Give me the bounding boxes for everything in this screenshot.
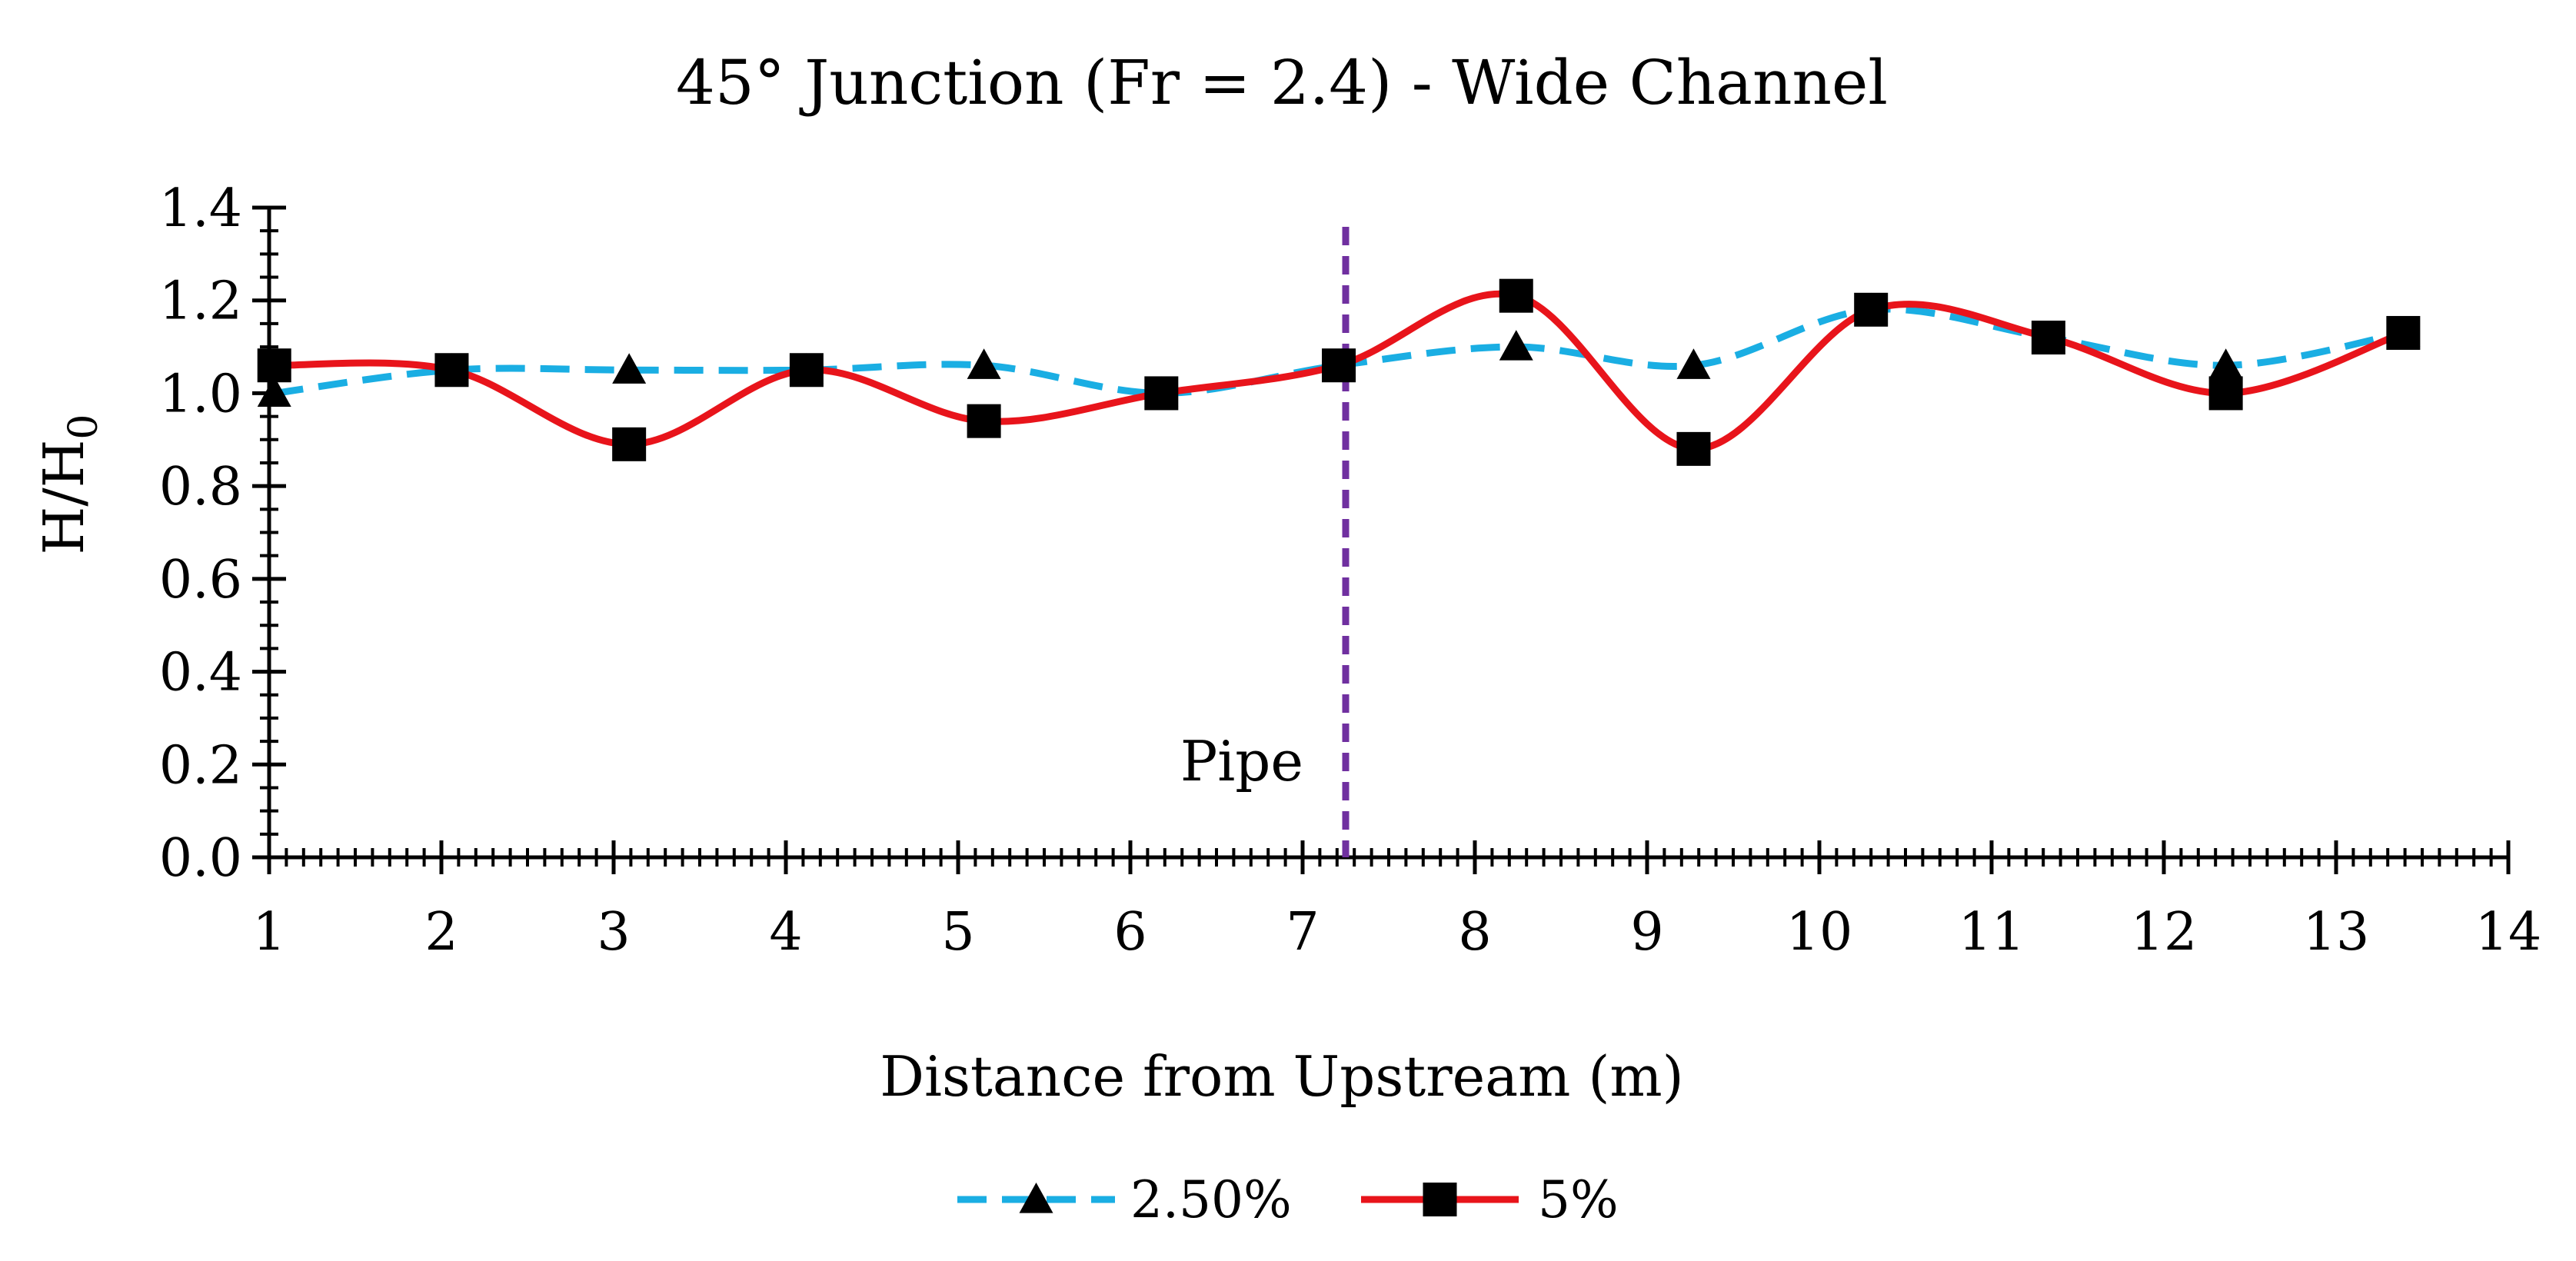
x-tick-label: 3 [597, 902, 630, 963]
x-tick-label: 9 [1630, 902, 1663, 963]
x-tick-label: 7 [1286, 902, 1319, 963]
svg-text:H/H0: H/H0 [32, 414, 107, 555]
data-point-2-50 [1676, 348, 1711, 379]
data-point-5 [789, 353, 824, 388]
data-point-5 [612, 427, 647, 461]
data-point-5 [1322, 348, 1356, 383]
x-tick-label: 2 [424, 902, 458, 963]
legend-label-5: 5% [1538, 1170, 1619, 1229]
data-point-5 [257, 348, 291, 383]
x-tick-label: 5 [941, 902, 974, 963]
chart-title: 45° Junction (Fr = 2.4) - Wide Channel [676, 47, 1888, 118]
data-point-2-50 [257, 376, 291, 408]
x-tick-label: 8 [1458, 902, 1491, 963]
y-tick-label: 0.2 [159, 735, 242, 796]
data-point-5 [2031, 321, 2065, 354]
data-point-5 [2386, 315, 2421, 350]
y-tick-label: 0.4 [159, 643, 242, 704]
data-point-5 [434, 353, 469, 388]
data-point-5 [1854, 292, 1889, 327]
x-tick-label: 10 [1786, 902, 1853, 963]
annotations: Pipe [1180, 227, 1350, 857]
legend: 2.50% 5% [957, 1170, 1619, 1229]
y-tick-label: 1.4 [159, 178, 242, 239]
x-tick-label: 12 [2131, 902, 2198, 963]
y-axis-label: H/H [32, 440, 96, 555]
data-point-5 [1499, 278, 1533, 313]
legend-label-2-50: 2.50% [1130, 1170, 1292, 1229]
pipe-label: Pipe [1180, 729, 1303, 794]
x-tick-label: 1 [252, 902, 285, 963]
y-axis-title: H/H0 [32, 414, 107, 555]
data-point-5 [967, 404, 1001, 438]
y-tick-label: 0.0 [159, 828, 242, 889]
y-tick-label: 1.0 [159, 364, 242, 424]
data-point-2-50 [2208, 348, 2243, 379]
y-axis-label-subscript: 0 [61, 414, 107, 440]
x-tick-label: 11 [1959, 902, 2025, 963]
x-tick-label: 14 [2475, 902, 2542, 963]
legend-marker-2-50 [1019, 1183, 1053, 1213]
data-point-5 [2208, 376, 2243, 411]
data-point-2-50 [1499, 330, 1533, 361]
x-tick-label: 6 [1113, 902, 1147, 963]
data-point-5 [1676, 431, 1711, 466]
data-point-2-50 [967, 348, 1001, 379]
data-point-2-50 [612, 353, 647, 384]
x-axis-label: Distance from Upstream (m) [880, 1044, 1684, 1109]
x-tick-label: 4 [769, 902, 802, 963]
y-tick-label: 1.2 [159, 271, 242, 332]
x-tick-label: 13 [2303, 902, 2370, 963]
y-tick-label: 0.8 [159, 457, 242, 517]
y-tick-label: 0.6 [159, 550, 242, 611]
data-point-5 [1144, 376, 1179, 411]
series-markers [257, 278, 2421, 466]
axes: 0.00.20.40.60.81.01.21.41 2 3 4 5 6 7 8 9 10 11 12 1… [159, 178, 2541, 963]
legend-marker-5 [1423, 1183, 1457, 1216]
